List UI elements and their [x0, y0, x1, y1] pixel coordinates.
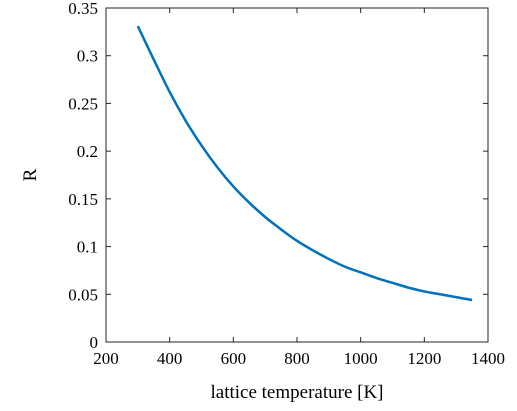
y-tick-label: 0.15 — [68, 190, 98, 209]
x-tick-label: 600 — [221, 349, 247, 368]
tick-labels-group: 200 400 600 800 1000 1200 1400 0 0.05 0.1 0.15 0.2 0… — [68, 0, 505, 368]
x-tick-label: 200 — [93, 349, 119, 368]
y-tick-label: 0.2 — [77, 142, 98, 161]
x-tick-label: 800 — [284, 349, 310, 368]
y-tick-label: 0.3 — [77, 47, 98, 66]
x-tick-label: 400 — [157, 349, 183, 368]
y-tick-label: 0.05 — [68, 285, 98, 304]
ticks-group — [105, 7, 489, 343]
x-tick-label: 1200 — [407, 349, 441, 368]
x-axis-label: lattice temperature [K] — [210, 382, 383, 403]
series-layer — [136, 25, 473, 302]
y-tick-label: 0.25 — [68, 94, 98, 113]
y-tick-label: 0 — [90, 333, 99, 352]
series-line — [136, 25, 473, 302]
y-axis-label: R — [20, 168, 41, 181]
y-tick-label: 0.35 — [68, 0, 98, 18]
x-tick-label: 1400 — [471, 349, 505, 368]
y-tick-label: 0.1 — [77, 238, 98, 257]
x-tick-label: 1000 — [344, 349, 378, 368]
